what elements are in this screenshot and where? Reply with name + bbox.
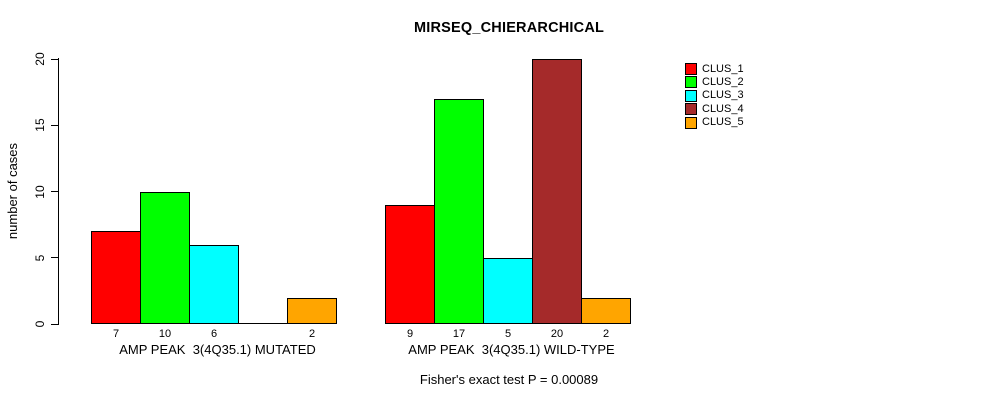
- bar-clus_3: [189, 244, 239, 324]
- y-axis-line: [58, 58, 59, 325]
- bar-value-label: 5: [504, 328, 512, 340]
- bar-clus_5: [287, 297, 337, 324]
- bar-value-label: 2: [308, 328, 316, 340]
- legend-swatch-clus_4: [685, 103, 697, 116]
- y-tick: [51, 58, 58, 60]
- bar-value-label: 17: [452, 328, 466, 340]
- legend-label: CLUS_3: [702, 89, 744, 102]
- y-tick-label: 5: [33, 254, 47, 262]
- y-tick: [51, 124, 58, 126]
- annotation-text: Fisher's exact test P = 0.00089: [419, 372, 599, 387]
- y-tick-label: 20: [33, 52, 47, 66]
- bar-value-label: 20: [550, 328, 564, 340]
- y-tick-label: 10: [33, 184, 47, 199]
- bar-value-label: 9: [406, 328, 414, 340]
- x-axis-group-label: AMP PEAK 3(4Q35.1) MUTATED: [119, 342, 316, 357]
- legend-label: CLUS_2: [702, 75, 744, 88]
- legend-swatch-clus_2: [685, 76, 697, 89]
- y-tick: [51, 191, 58, 192]
- y-tick: [51, 257, 58, 259]
- legend-label: CLUS_4: [702, 102, 744, 115]
- legend-swatch-clus_5: [685, 116, 697, 129]
- bar-value-label: 2: [602, 328, 610, 340]
- legend-swatch-clus_3: [685, 89, 697, 102]
- y-tick-label: 15: [33, 118, 47, 132]
- bar-clus_2: [434, 98, 484, 324]
- bar-clus_1: [91, 231, 141, 324]
- bar-clus_1: [385, 204, 435, 324]
- y-tick-label: 0: [33, 320, 47, 328]
- legend-label: CLUS_1: [702, 62, 744, 75]
- bar-clus_3: [483, 257, 533, 324]
- bar-clus_5: [581, 297, 631, 324]
- legend-label: CLUS_5: [702, 116, 744, 129]
- y-tick: [51, 323, 58, 325]
- bar-value-label: 6: [210, 328, 218, 340]
- legend-swatch-clus_1: [685, 63, 697, 75]
- bar-clus_4: [532, 59, 582, 324]
- x-axis-group-label: AMP PEAK 3(4Q35.1) WILD-TYPE: [408, 342, 615, 357]
- bar-value-label: 7: [112, 328, 120, 340]
- chart-title: MIRSEQ_CHIERARCHICAL: [413, 20, 605, 36]
- bar-clus_4-zero: [238, 323, 288, 324]
- y-axis-title: number of cases: [5, 142, 20, 240]
- bar-clus_2: [140, 191, 190, 324]
- bar-value-label: 10: [158, 328, 172, 340]
